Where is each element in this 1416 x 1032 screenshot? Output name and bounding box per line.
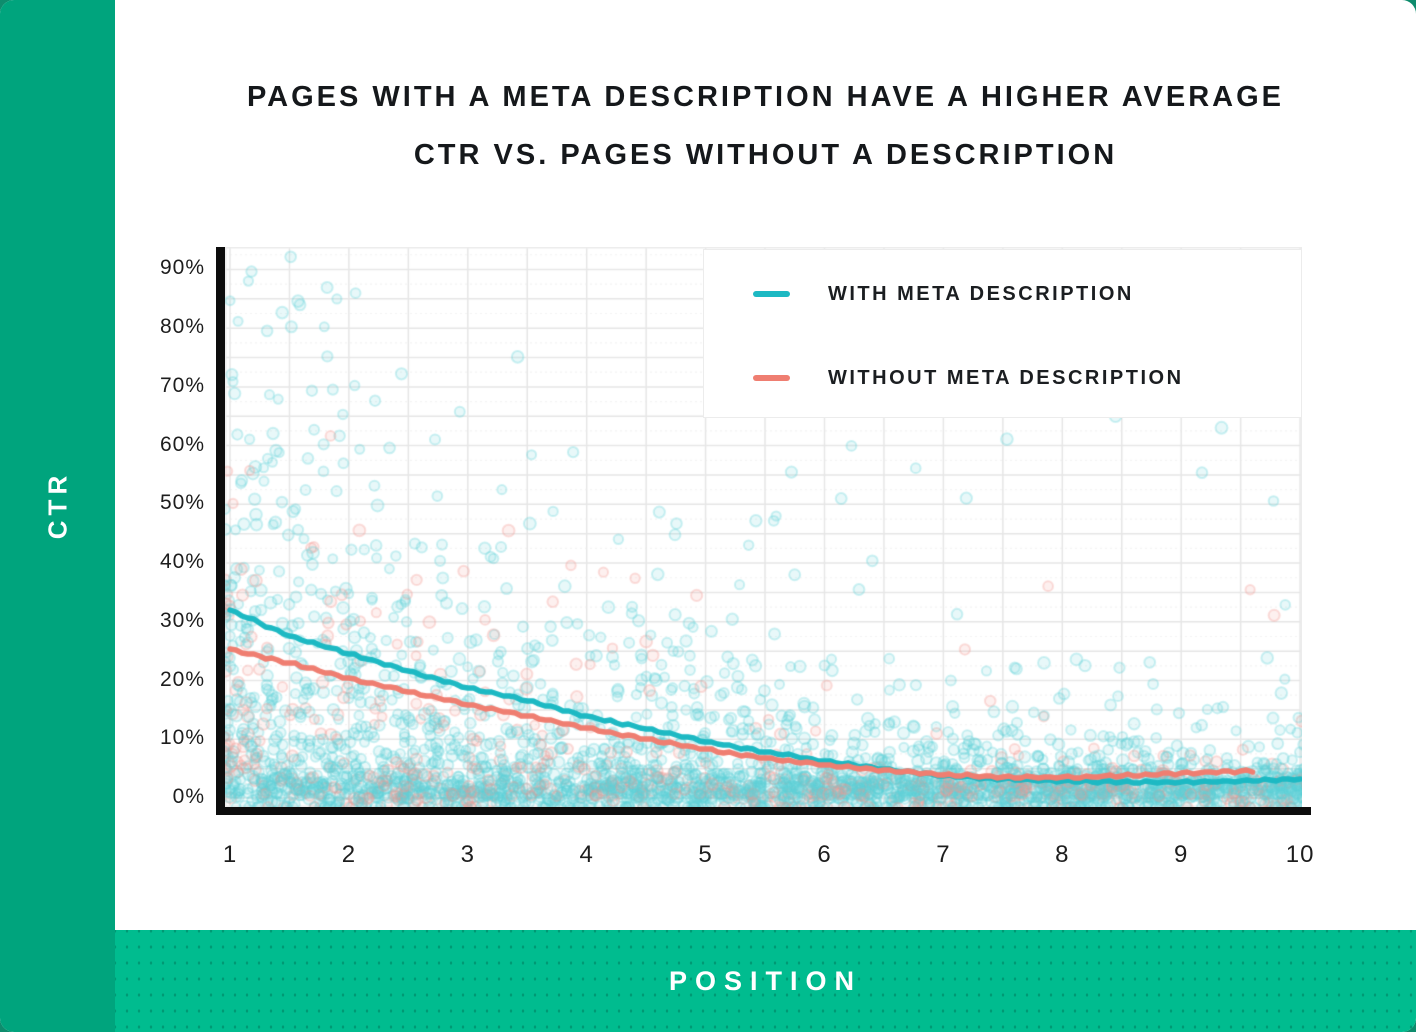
legend-item-without-meta: WITHOUT META DESCRIPTION: [704, 336, 1301, 420]
x-tick-label: 7: [936, 841, 951, 868]
y-tick-label: 80%: [159, 315, 205, 339]
y-tick-label: 0%: [172, 785, 205, 808]
legend-swatch-with-meta: [753, 290, 790, 298]
x-tick-label: 5: [698, 841, 713, 868]
position-axis-label: POSITION: [668, 965, 862, 996]
x-tick-label: 6: [817, 841, 832, 868]
y-tick-label: 40%: [159, 550, 205, 574]
x-axis-line: [216, 807, 1311, 815]
chart-title-line1: PAGES WITH A META DESCRIPTION HAVE A HIG…: [246, 81, 1284, 113]
chart-title-line2: CTR VS. PAGES WITHOUT A DESCRIPTION: [413, 139, 1118, 171]
x-tick-label: 9: [1174, 841, 1189, 868]
legend-item-with-meta: WITH META DESCRIPTION: [704, 252, 1301, 336]
position-axis-bar: POSITION: [115, 930, 1416, 1032]
y-tick-label: 30%: [159, 608, 205, 632]
x-tick-label: 4: [579, 841, 594, 868]
chart-title: PAGES WITH A META DESCRIPTION HAVE A HIG…: [115, 68, 1416, 184]
legend-label-without-meta: WITHOUT META DESCRIPTION: [828, 366, 1184, 389]
ctr-axis-label: CTR: [42, 470, 72, 540]
legend-swatch-without-meta: [753, 374, 790, 382]
y-tick-label: 50%: [159, 491, 205, 515]
y-tick-label: 90%: [159, 256, 205, 280]
y-tick-label: 60%: [159, 432, 205, 456]
ctr-axis-bar: CTR: [0, 0, 115, 1032]
y-axis-line: [216, 247, 225, 815]
x-tick-label: 2: [341, 841, 357, 868]
legend: WITH META DESCRIPTION WITHOUT META DESCR…: [703, 249, 1302, 418]
x-tick-label: 3: [460, 841, 475, 868]
y-tick-label: 20%: [159, 667, 205, 691]
x-tick-label: 10: [1285, 841, 1315, 868]
y-tick-label: 70%: [159, 373, 205, 397]
y-tick-label: 10%: [159, 726, 205, 750]
x-tick-label: 1: [222, 841, 238, 868]
x-tick-label: 8: [1055, 841, 1070, 868]
legend-label-with-meta: WITH META DESCRIPTION: [828, 282, 1134, 305]
